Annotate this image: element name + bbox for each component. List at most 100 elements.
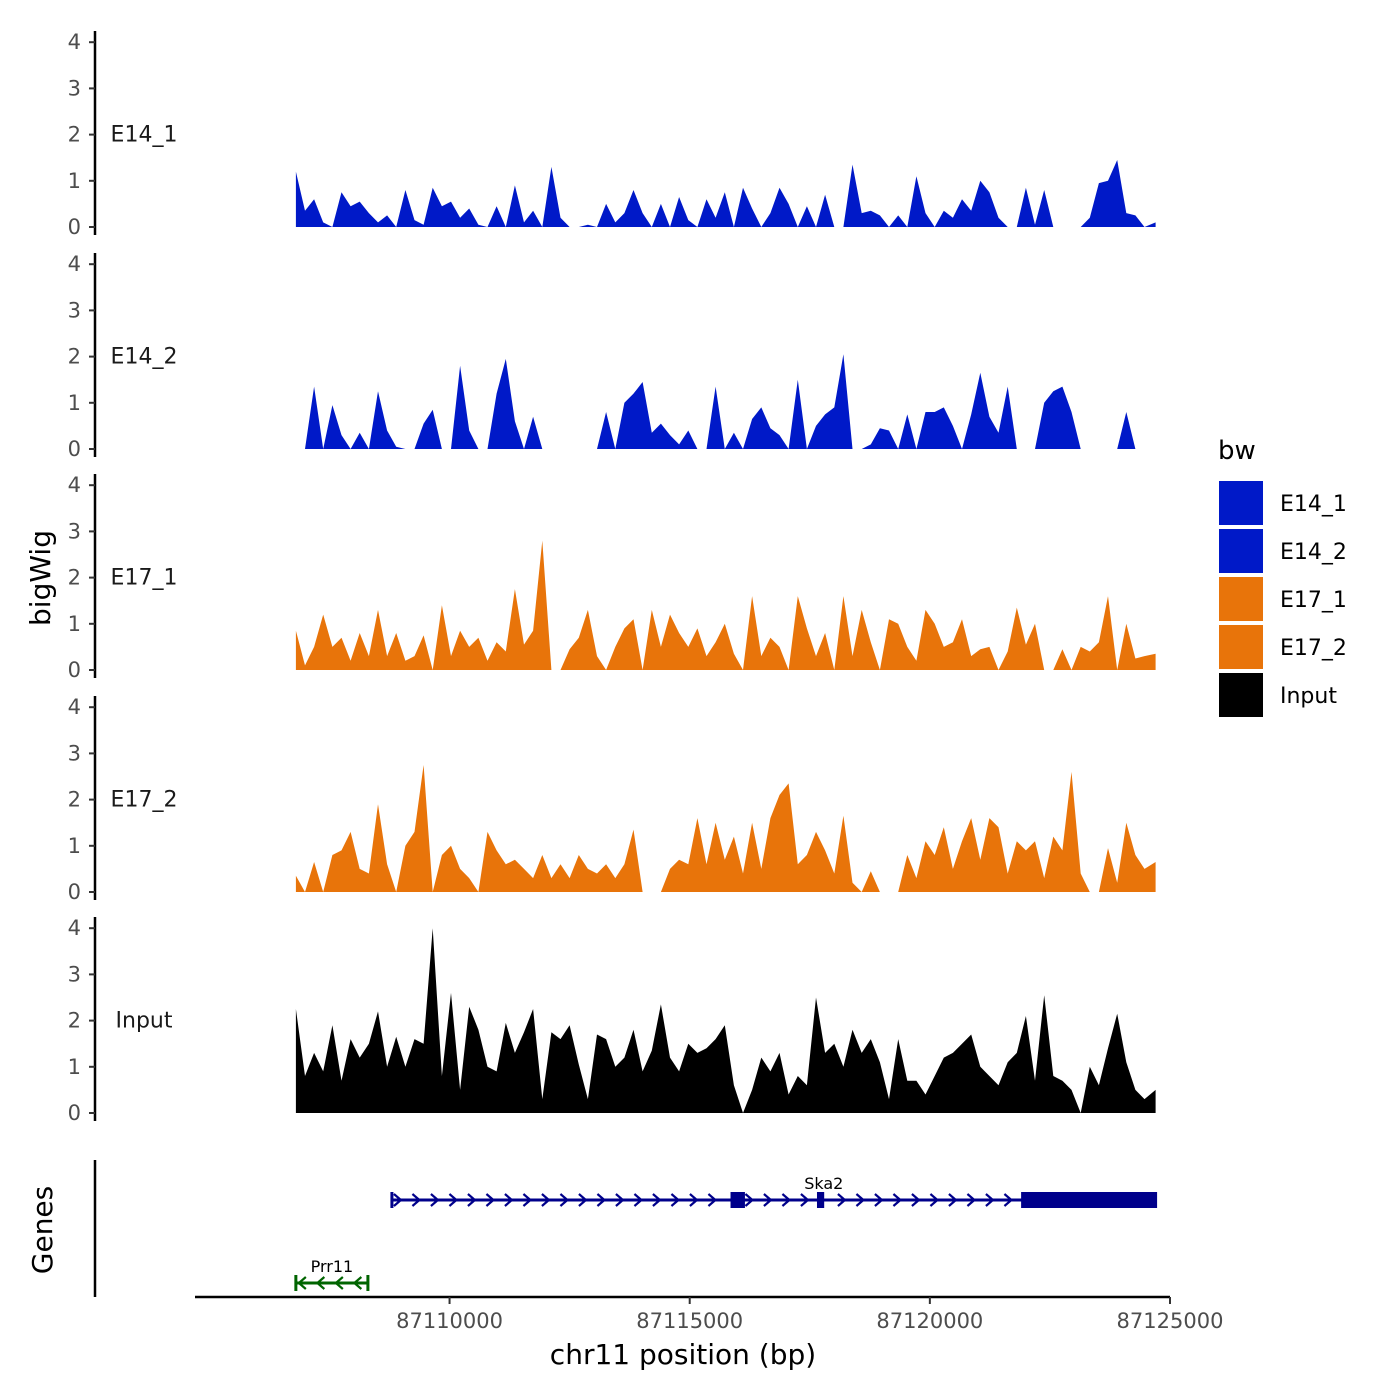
legend-swatch bbox=[1219, 577, 1263, 621]
track-label: E17_1 bbox=[111, 566, 178, 591]
gene-label: Ska2 bbox=[804, 1174, 843, 1193]
legend-swatch bbox=[1219, 481, 1263, 525]
strand-arrow bbox=[430, 1193, 440, 1207]
exon-block bbox=[730, 1192, 745, 1208]
y-tick-label: 3 bbox=[68, 519, 81, 543]
y-tick-label: 2 bbox=[68, 1009, 81, 1033]
coverage-area bbox=[295, 540, 1156, 670]
coverage-area bbox=[295, 354, 1156, 449]
gene-label: Prr11 bbox=[311, 1257, 354, 1276]
strand-arrow bbox=[596, 1193, 607, 1207]
legend-label: E14_1 bbox=[1280, 492, 1347, 517]
x-axis: 87110000 87115000 87120000 87125000 bbox=[195, 1295, 1224, 1333]
gene-ska2: Ska2 bbox=[390, 1174, 1158, 1208]
coverage-area bbox=[295, 928, 1156, 1113]
strand-arrow bbox=[485, 1193, 496, 1207]
coverage-area bbox=[295, 160, 1156, 227]
y-tick-label: 2 bbox=[68, 788, 81, 812]
legend-label: E17_1 bbox=[1280, 588, 1347, 613]
x-tick-label: 87115000 bbox=[636, 1309, 743, 1333]
strand-arrow bbox=[855, 1193, 866, 1207]
strand-arrow bbox=[559, 1193, 570, 1207]
legend-swatch bbox=[1219, 529, 1263, 573]
strand-arrow bbox=[800, 1193, 810, 1207]
y-tick-label: 3 bbox=[68, 298, 81, 322]
y-tick-label: 2 bbox=[68, 123, 81, 147]
strand-arrow bbox=[948, 1193, 958, 1207]
strand-arrow bbox=[837, 1193, 847, 1207]
legend-label: Input bbox=[1280, 684, 1337, 709]
strand-arrow bbox=[467, 1193, 477, 1207]
genes-panel: Prr11 Ska2 bbox=[93, 1160, 1158, 1297]
y-tick-label: 4 bbox=[68, 30, 81, 54]
y-tick-label: 1 bbox=[68, 169, 81, 193]
strand-arrow bbox=[297, 1276, 307, 1290]
strand-arrow bbox=[707, 1193, 718, 1207]
legend-swatch bbox=[1219, 673, 1263, 717]
track-e14-2: 0 1 2 3 4 E14_2 bbox=[68, 252, 1156, 461]
strand-arrow bbox=[911, 1193, 921, 1207]
y-tick-label: 0 bbox=[68, 880, 81, 904]
strand-arrow bbox=[929, 1193, 940, 1207]
track-e14-1: 0 1 2 3 4 E14_1 bbox=[68, 30, 1156, 239]
y-tick-label: 2 bbox=[68, 345, 81, 369]
strand-arrow bbox=[522, 1193, 533, 1207]
x-tick-label: 87120000 bbox=[876, 1309, 983, 1333]
track-e17-2: 0 1 2 3 4 E17_2 bbox=[68, 695, 1156, 904]
strand-arrow bbox=[578, 1193, 588, 1207]
y-tick-label: 1 bbox=[68, 612, 81, 636]
track-input: 0 1 2 3 4 Input bbox=[68, 916, 1156, 1125]
track-label: Input bbox=[116, 1009, 173, 1034]
y-tick-label: 0 bbox=[68, 1101, 81, 1125]
track-e17-1: 0 1 2 3 4 E17_1 bbox=[68, 473, 1156, 682]
y-tick-label: 3 bbox=[68, 741, 81, 765]
exon-block bbox=[1021, 1192, 1156, 1208]
y-tick-label: 0 bbox=[68, 658, 81, 682]
y-tick-label: 4 bbox=[68, 695, 81, 719]
strand-arrow bbox=[541, 1193, 551, 1207]
legend-swatch bbox=[1219, 625, 1263, 669]
y-tick-label: 1 bbox=[68, 391, 81, 415]
strand-arrow bbox=[985, 1193, 995, 1207]
strand-arrow bbox=[781, 1193, 792, 1207]
strand-arrow bbox=[689, 1193, 699, 1207]
y-tick-label: 4 bbox=[68, 916, 81, 940]
y-tick-label: 1 bbox=[68, 834, 81, 858]
y-tick-label: 3 bbox=[68, 76, 81, 100]
y-tick-label: 1 bbox=[68, 1055, 81, 1079]
strand-arrow bbox=[652, 1193, 662, 1207]
strand-arrow bbox=[744, 1193, 755, 1207]
strand-arrow bbox=[411, 1193, 422, 1207]
legend: bw E14_1 E14_2 E17_1 E17_2 Input bbox=[1218, 436, 1347, 717]
legend-label: E14_2 bbox=[1280, 540, 1347, 565]
strand-arrow bbox=[670, 1193, 681, 1207]
strand-arrow bbox=[315, 1276, 326, 1290]
x-tick-label: 87110000 bbox=[396, 1309, 503, 1333]
y-tick-label: 0 bbox=[68, 437, 81, 461]
strand-arrow bbox=[1003, 1193, 1014, 1207]
coverage-tracks: 0 1 2 3 4 E14_1 0 1 2 3 4 E14_2 0 1 2 3 4 E17_1 0 1 2 3 4 E17_2… bbox=[68, 30, 1156, 1125]
strand-arrow bbox=[966, 1193, 977, 1207]
y-tick-label: 4 bbox=[68, 473, 81, 497]
x-axis-title: chr11 position (bp) bbox=[550, 1338, 816, 1371]
y-tick-label: 3 bbox=[68, 962, 81, 986]
legend-title: bw bbox=[1218, 436, 1256, 466]
track-label: E14_1 bbox=[111, 123, 178, 148]
strand-arrow bbox=[504, 1193, 514, 1207]
gene-prr11: Prr11 bbox=[294, 1257, 370, 1291]
y-tick-label: 4 bbox=[68, 252, 81, 276]
track-label: E14_2 bbox=[111, 345, 178, 370]
strand-arrow bbox=[352, 1276, 363, 1290]
track-label: E17_2 bbox=[111, 788, 178, 813]
coverage-area bbox=[295, 765, 1156, 892]
strand-arrow bbox=[892, 1193, 903, 1207]
genes-axis-title: Genes bbox=[26, 1186, 59, 1274]
strand-arrow bbox=[633, 1193, 644, 1207]
exon-block bbox=[816, 1192, 825, 1208]
strand-arrow bbox=[393, 1193, 403, 1207]
y-tick-label: 0 bbox=[68, 215, 81, 239]
strand-arrow bbox=[334, 1276, 344, 1290]
x-tick-label: 87125000 bbox=[1117, 1309, 1224, 1333]
strand-arrow bbox=[448, 1193, 459, 1207]
